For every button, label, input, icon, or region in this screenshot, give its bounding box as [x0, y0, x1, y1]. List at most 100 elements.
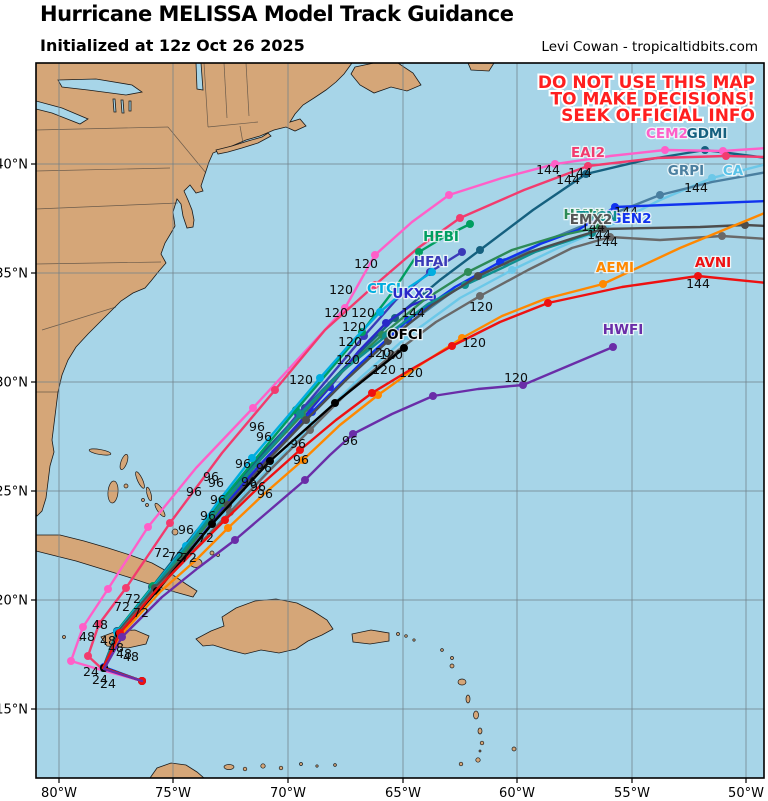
hour-label: 96: [235, 456, 251, 471]
track-point-EAI2: [166, 519, 174, 527]
track-point-CTCI: [376, 308, 384, 316]
state-border: [41, 306, 117, 331]
state-border: [36, 202, 179, 210]
track-point-AVNI: [448, 342, 456, 350]
track-point-EMX2: [476, 292, 484, 300]
hour-label: 72: [168, 549, 184, 564]
model-label-GRPI: GRPI: [668, 163, 704, 179]
state-border: [245, 63, 250, 117]
hour-label: 72: [133, 605, 149, 620]
track-EAI2: [86, 154, 764, 683]
model-label-CTCI: CTCI: [367, 281, 401, 297]
track-point-OFCI: [331, 399, 339, 407]
hour-label: 144: [684, 180, 708, 195]
track-point-EAI2: [371, 281, 379, 289]
hour-label: 96: [256, 429, 272, 444]
y-tick-label: 30°N: [0, 376, 28, 391]
model-label-CA: CA: [723, 163, 744, 179]
model-label-GEN2: GEN2: [611, 211, 652, 227]
lake: [112, 98, 117, 113]
landmass: [195, 598, 334, 655]
model-label-TVCN: TVCN: [577, 209, 618, 225]
credit-label: Levi Cowan - tropicaltidbits.com: [541, 39, 758, 55]
hour-label: 120: [289, 372, 313, 387]
lake: [57, 78, 144, 96]
track-point-EMXI: [302, 416, 310, 424]
track-point-EMXI: [384, 337, 392, 345]
landmass: [149, 762, 205, 778]
model-label-EMX2: EMX2: [570, 212, 612, 228]
hour-label: 96: [249, 419, 265, 434]
model-label-AVNI: AVNI: [695, 255, 731, 271]
state-border: [167, 126, 207, 174]
hour-label: 96: [250, 479, 266, 494]
hour-label: 48: [108, 640, 124, 655]
hour-label: 96: [208, 475, 224, 490]
track-point-AEMI: [224, 524, 232, 532]
island: [299, 762, 303, 766]
hour-label: 96: [256, 460, 272, 475]
track-point-HWFI: [349, 430, 357, 438]
init-time-label: Initialized at 12z Oct 26 2025: [40, 36, 305, 55]
hour-label: 120: [338, 334, 362, 349]
warning-text: SEEK OFFICIAL INFO: [561, 106, 755, 126]
hour-label: 144: [401, 305, 425, 320]
track-point-EAI2: [95, 620, 103, 628]
island: [88, 448, 112, 456]
warning-text: TO MAKE DECISIONS!: [550, 90, 755, 110]
track-point-AEMI: [299, 456, 307, 464]
model-label-HFBI: HFBI: [423, 229, 459, 245]
hour-label: 24: [83, 664, 99, 679]
track-point-TVCN: [296, 410, 304, 418]
island: [119, 454, 129, 470]
track-point-CEM2: [371, 251, 379, 259]
track-point-EMXI: [599, 225, 607, 233]
track-point-HWFI: [519, 381, 527, 389]
hour-label: 96: [200, 508, 216, 523]
hour-label: 120: [462, 335, 486, 350]
hour-label: 72: [154, 545, 170, 560]
hour-label: 96: [186, 484, 202, 499]
hour-label: 72: [198, 530, 214, 545]
track-point-HWFI: [118, 633, 126, 641]
subtitle-row: Initialized at 12z Oct 26 2025 Levi Cowa…: [40, 36, 758, 55]
track-point-EAI2: [456, 214, 464, 222]
hour-label: 96: [203, 469, 219, 484]
hour-label: 48: [116, 646, 132, 661]
page-title: Hurricane MELISSA Model Track Guidance: [40, 2, 514, 26]
track-point-AVNI: [296, 446, 304, 454]
track-point-AVNI: [368, 389, 376, 397]
track-point-CTCI: [428, 268, 436, 276]
hour-label: 72: [181, 550, 197, 565]
track-point-AVNI: [694, 272, 702, 280]
hour-label: 24: [100, 676, 116, 691]
track-AVNI: [101, 274, 764, 683]
model-label-HWFI: HWFI: [603, 322, 643, 338]
track-point-HFBI: [415, 248, 423, 256]
hour-label: 120: [504, 370, 528, 385]
island: [473, 710, 479, 720]
hour-label: 120: [351, 305, 375, 320]
island: [209, 550, 215, 556]
track-point-AEMI: [599, 280, 607, 288]
hour-label: 96: [178, 522, 194, 537]
track-EMXI: [102, 223, 764, 683]
track-point-CA: [708, 174, 716, 182]
model-label-EAI2: EAI2: [571, 145, 605, 161]
landmass: [467, 63, 495, 72]
hour-label: 144: [581, 219, 605, 234]
island: [123, 483, 129, 489]
track-point-EAI2: [122, 584, 130, 592]
hour-label: 96: [257, 486, 273, 501]
island: [396, 632, 400, 636]
track-point-AVNI: [544, 299, 552, 307]
y-tick-label: 15°N: [0, 703, 28, 718]
state-border: [36, 261, 162, 265]
track-HWFI: [102, 345, 615, 683]
x-tick-label: 80°W: [41, 786, 77, 801]
lake: [120, 99, 125, 114]
track-point-EMX2: [606, 233, 614, 241]
hour-label: 48: [79, 629, 95, 644]
warning-text: DO NOT USE THIS MAP: [538, 73, 755, 93]
